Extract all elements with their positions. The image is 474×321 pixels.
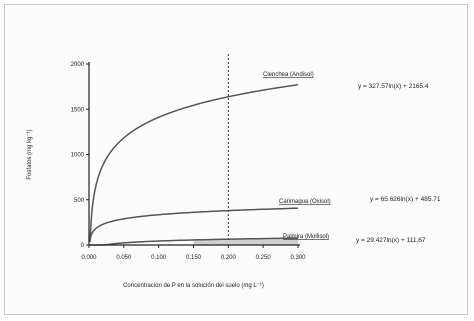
series-line-2 [89, 207, 298, 240]
series-equation-1: y = 327.57ln(x) + 2165.4 [358, 83, 429, 90]
series-name-3: Palmira (Mollisol) [283, 234, 329, 240]
series-line-3 [90, 237, 298, 246]
x-tick-label: 0.200 [221, 255, 237, 261]
x-tick-label: 0.250 [256, 255, 272, 261]
series-line-1 [89, 83, 299, 242]
y-axis-title: Fosfatos (mg kg⁻¹) [27, 129, 33, 179]
x-axis-title: Concentración de P en la solución del su… [123, 283, 264, 289]
series-equation-3: y = 29.427ln(x) + 111.67 [356, 237, 426, 244]
x-tick-label: 0.150 [186, 255, 202, 261]
chart-frame [4, 4, 468, 315]
y-tick-label: 500 [74, 198, 85, 204]
x-tick-label: 0.100 [151, 255, 167, 261]
series-name-1: Clenchea (Andisol) [263, 72, 314, 78]
x-tick-label: 0.000 [81, 255, 97, 261]
series-equation-2: y = 65.626ln(x) + 485.71 [370, 196, 441, 203]
y-tick-label: 2000 [71, 62, 85, 68]
series-name-2: Carimagua (Oxisol) [279, 199, 331, 205]
x-tick-label: 0.050 [116, 255, 132, 261]
x-tick-label: 0.300 [290, 255, 306, 261]
y-tick-label: 1000 [71, 153, 85, 159]
y-tick-label: 0 [81, 243, 85, 249]
y-tick-label: 1500 [71, 107, 85, 113]
